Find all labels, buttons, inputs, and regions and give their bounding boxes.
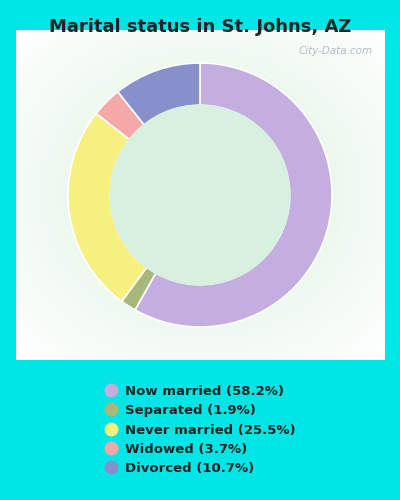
Wedge shape bbox=[68, 114, 147, 302]
Text: Marital status in St. Johns, AZ: Marital status in St. Johns, AZ bbox=[49, 18, 351, 36]
Legend: Now married (58.2%), Separated (1.9%), Never married (25.5%), Widowed (3.7%), Di: Now married (58.2%), Separated (1.9%), N… bbox=[100, 380, 300, 480]
Wedge shape bbox=[122, 268, 156, 310]
Wedge shape bbox=[96, 92, 144, 140]
Wedge shape bbox=[118, 63, 200, 125]
Circle shape bbox=[110, 105, 290, 285]
Wedge shape bbox=[135, 63, 332, 327]
Text: City-Data.com: City-Data.com bbox=[299, 46, 373, 56]
